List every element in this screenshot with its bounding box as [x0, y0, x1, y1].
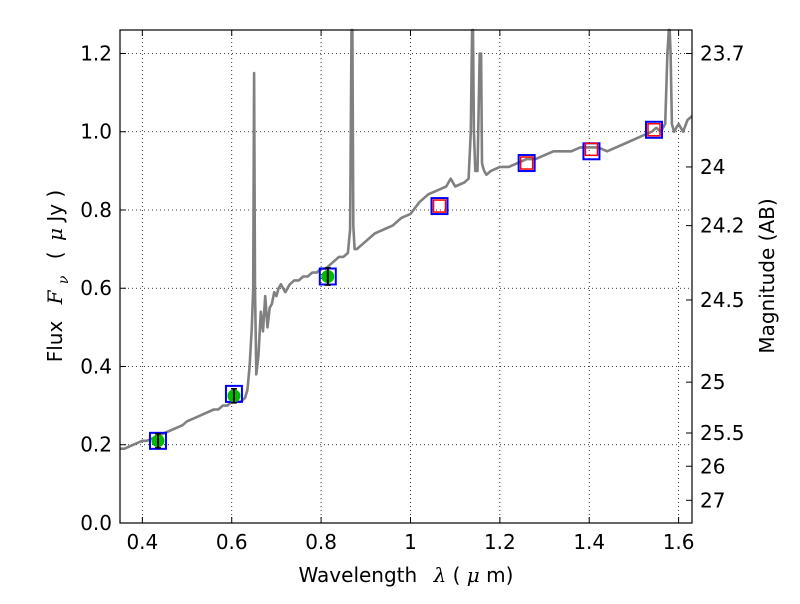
grid-lines: [120, 30, 692, 524]
model-flux-marker: [517, 154, 536, 173]
model-spectrum-line: [120, 28, 693, 451]
right-tick-label: 26: [700, 454, 725, 478]
predicted-flux-marker: [432, 199, 447, 213]
y-axis-ticks: 0.0 0.2 0.4 0.6 0.8 1.0 1.2: [80, 41, 126, 535]
x-tick-label: 0.6: [216, 530, 248, 554]
right-tick-label: 24.5: [700, 288, 745, 312]
y-tick-label: 1.2: [80, 41, 112, 65]
right-tick-label: 23.7: [700, 41, 745, 65]
x-tick-label: 0.8: [305, 530, 337, 554]
right-tick-label: 24: [700, 155, 725, 179]
x-tick-label: 1: [404, 530, 417, 554]
model-flux-marker: [430, 197, 449, 216]
predicted-flux-marker: [584, 142, 599, 157]
right-tick-label: 25.5: [700, 421, 745, 445]
photometry-points-layer: [148, 120, 664, 450]
model-spectrum-layer: [120, 28, 693, 451]
right-axis-ticks: 23.7 24 24.2 24.5 25 25.5 26 27: [686, 41, 745, 512]
y-tick-label: 0.0: [80, 511, 112, 535]
x-tick-label: 0.4: [126, 530, 158, 554]
x-axis-label: Wavelength λ ( μ m): [299, 563, 514, 587]
model-flux-marker: [645, 120, 664, 139]
x-tick-label: 1.2: [484, 530, 516, 554]
y-tick-label: 0.8: [80, 198, 112, 222]
x-tick-label: 1.4: [573, 530, 605, 554]
model-flux-marker: [148, 431, 167, 450]
y-tick-label: 0.6: [80, 276, 112, 300]
right-tick-label: 24.2: [700, 214, 745, 238]
x-axis-ticks: 0.4 0.6 0.8 1 1.2 1.4 1.6: [126, 30, 695, 554]
right-tick-label: 25: [700, 370, 725, 394]
y-tick-label: 0.2: [80, 433, 112, 457]
predicted-flux-marker: [519, 156, 534, 170]
right-axis-label: Magnitude (AB): [755, 198, 779, 353]
y-axis-label: Flux F ν ( μ Jy ): [43, 190, 73, 363]
y-tick-label: 1.0: [80, 120, 112, 144]
y-tick-label: 0.4: [80, 354, 112, 378]
predicted-flux-marker: [647, 123, 661, 137]
plot-frame: [119, 29, 693, 524]
x-tick-label: 1.6: [663, 530, 695, 554]
right-tick-label: 27: [700, 488, 725, 512]
